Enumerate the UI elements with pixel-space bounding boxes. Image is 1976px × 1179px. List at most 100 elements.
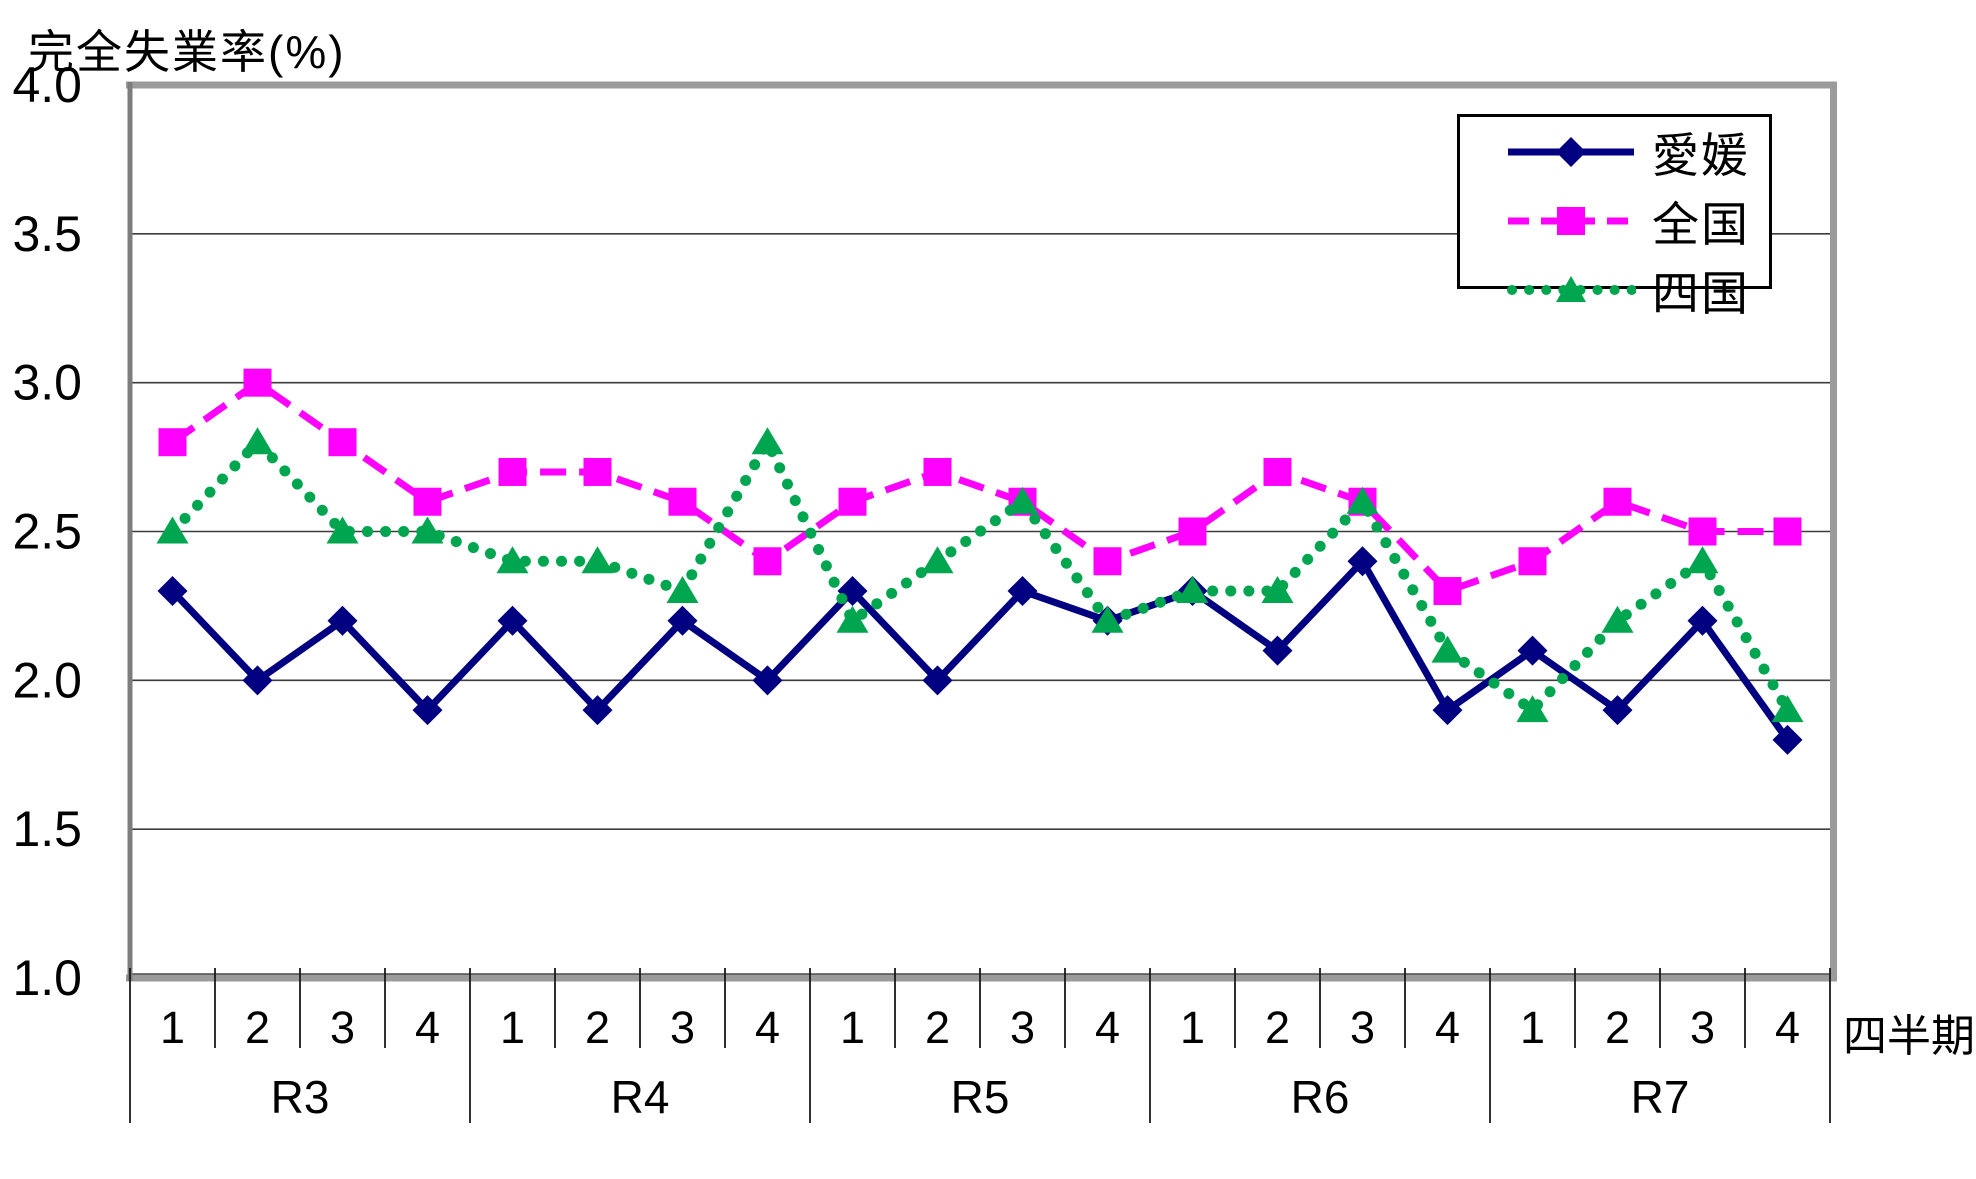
data-point-zenkoku <box>583 457 612 486</box>
quarter-label: 3 <box>1010 1002 1035 1053</box>
quarter-label: 1 <box>160 1002 185 1053</box>
year-label: R5 <box>951 1071 1010 1123</box>
diamond-marker-icon <box>1556 136 1586 167</box>
data-point-shikoku <box>666 576 699 604</box>
data-point-zenkoku <box>498 457 527 486</box>
triangle-marker-icon <box>1556 275 1586 302</box>
data-point-ehime <box>752 665 783 696</box>
y-tick-label: 3.5 <box>12 206 82 262</box>
data-point-zenkoku <box>753 547 782 576</box>
data-point-zenkoku <box>838 487 867 516</box>
data-point-zenkoku <box>158 428 187 457</box>
data-point-shikoku <box>411 516 444 544</box>
data-point-shikoku <box>1091 605 1124 633</box>
data-point-shikoku <box>1261 576 1294 604</box>
data-point-zenkoku <box>1518 547 1547 576</box>
data-point-shikoku <box>156 516 189 544</box>
data-point-zenkoku <box>1433 577 1462 606</box>
y-tick-label: 3.0 <box>12 355 82 411</box>
y-tick-label: 2.0 <box>12 652 82 708</box>
quarter-label: 1 <box>840 1002 865 1053</box>
legend-row-ehime: 愛媛 <box>1460 117 1769 186</box>
data-point-zenkoku <box>668 487 697 516</box>
data-point-shikoku <box>921 546 954 574</box>
data-point-ehime <box>1262 635 1293 666</box>
data-point-shikoku <box>1686 546 1719 574</box>
data-point-ehime <box>582 695 613 726</box>
y-tick-label: 4.0 <box>12 57 82 113</box>
data-point-zenkoku <box>1773 517 1802 546</box>
data-point-ehime <box>412 695 443 726</box>
data-point-zenkoku <box>243 368 272 397</box>
line-sample-ehime <box>1508 136 1634 167</box>
quarter-label: 2 <box>1265 1002 1290 1053</box>
x-axis-unit-label: 四半期 <box>1843 1012 1975 1061</box>
data-point-shikoku <box>496 546 529 574</box>
quarter-label: 4 <box>755 1002 780 1053</box>
y-tick-label: 1.5 <box>12 801 82 857</box>
data-point-shikoku <box>1771 695 1804 723</box>
line-sample-shikoku <box>1507 275 1636 302</box>
quarter-label: 1 <box>1520 1002 1545 1053</box>
legend-row-shikoku: 四国 <box>1460 255 1769 324</box>
data-point-zenkoku <box>1093 547 1122 576</box>
data-point-ehime <box>1432 695 1463 726</box>
data-point-ehime <box>497 605 528 636</box>
quarter-label: 3 <box>330 1002 355 1053</box>
data-point-ehime <box>157 576 188 607</box>
data-point-ehime <box>667 605 698 636</box>
series-line-zenkoku <box>170 379 1788 595</box>
data-point-shikoku <box>1346 486 1379 514</box>
data-point-ehime <box>1007 576 1038 607</box>
legend-label-zenkoku: 全国 <box>1652 198 1750 251</box>
data-point-zenkoku <box>413 487 442 516</box>
legend-row-zenkoku: 全国 <box>1460 186 1769 255</box>
data-point-shikoku <box>581 546 614 574</box>
series-line-ehime <box>169 557 1791 742</box>
data-point-zenkoku <box>1263 457 1292 486</box>
y-tick-label: 1.0 <box>12 950 82 1006</box>
series-line-shikoku <box>167 436 1793 716</box>
data-point-shikoku <box>326 516 359 544</box>
data-point-ehime <box>1347 546 1378 577</box>
line-sample-zenkoku <box>1508 206 1634 235</box>
data-point-zenkoku <box>328 428 357 457</box>
data-point-shikoku <box>1601 605 1634 633</box>
quarter-label: 4 <box>1095 1002 1120 1053</box>
data-point-ehime <box>1517 635 1548 666</box>
data-point-ehime <box>1602 695 1633 726</box>
data-point-ehime <box>1772 724 1803 755</box>
data-point-zenkoku <box>1688 517 1717 546</box>
quarter-label: 1 <box>1180 1002 1205 1053</box>
quarter-label: 2 <box>925 1002 950 1053</box>
y-tick-label: 2.5 <box>12 504 82 560</box>
quarter-label: 3 <box>1690 1002 1715 1053</box>
data-point-ehime <box>1687 605 1718 636</box>
data-point-shikoku <box>241 427 274 455</box>
quarter-label: 2 <box>585 1002 610 1053</box>
data-point-zenkoku <box>1603 487 1632 516</box>
year-label: R7 <box>1631 1071 1690 1123</box>
data-point-ehime <box>922 665 953 696</box>
chart-title: 完全失業率(%) <box>28 26 346 78</box>
data-point-shikoku <box>1516 695 1549 723</box>
quarter-label: 3 <box>670 1002 695 1053</box>
quarter-label: 1 <box>500 1002 525 1053</box>
year-label: R4 <box>611 1071 670 1123</box>
year-label: R3 <box>271 1071 330 1123</box>
data-point-shikoku <box>836 605 869 633</box>
data-point-shikoku <box>1431 635 1464 663</box>
quarter-label: 2 <box>1605 1002 1630 1053</box>
legend-label-ehime: 愛媛 <box>1652 129 1750 182</box>
legend-label-shikoku: 四国 <box>1652 267 1750 320</box>
quarter-label: 4 <box>1435 1002 1460 1053</box>
data-point-shikoku <box>1176 576 1209 604</box>
data-point-zenkoku <box>1178 517 1207 546</box>
data-point-shikoku <box>1006 486 1039 514</box>
data-point-ehime <box>327 605 358 636</box>
quarter-label: 2 <box>245 1002 270 1053</box>
data-point-ehime <box>242 665 273 696</box>
year-label: R6 <box>1291 1071 1350 1123</box>
legend: 愛媛 全国 四国 <box>1457 114 1772 320</box>
